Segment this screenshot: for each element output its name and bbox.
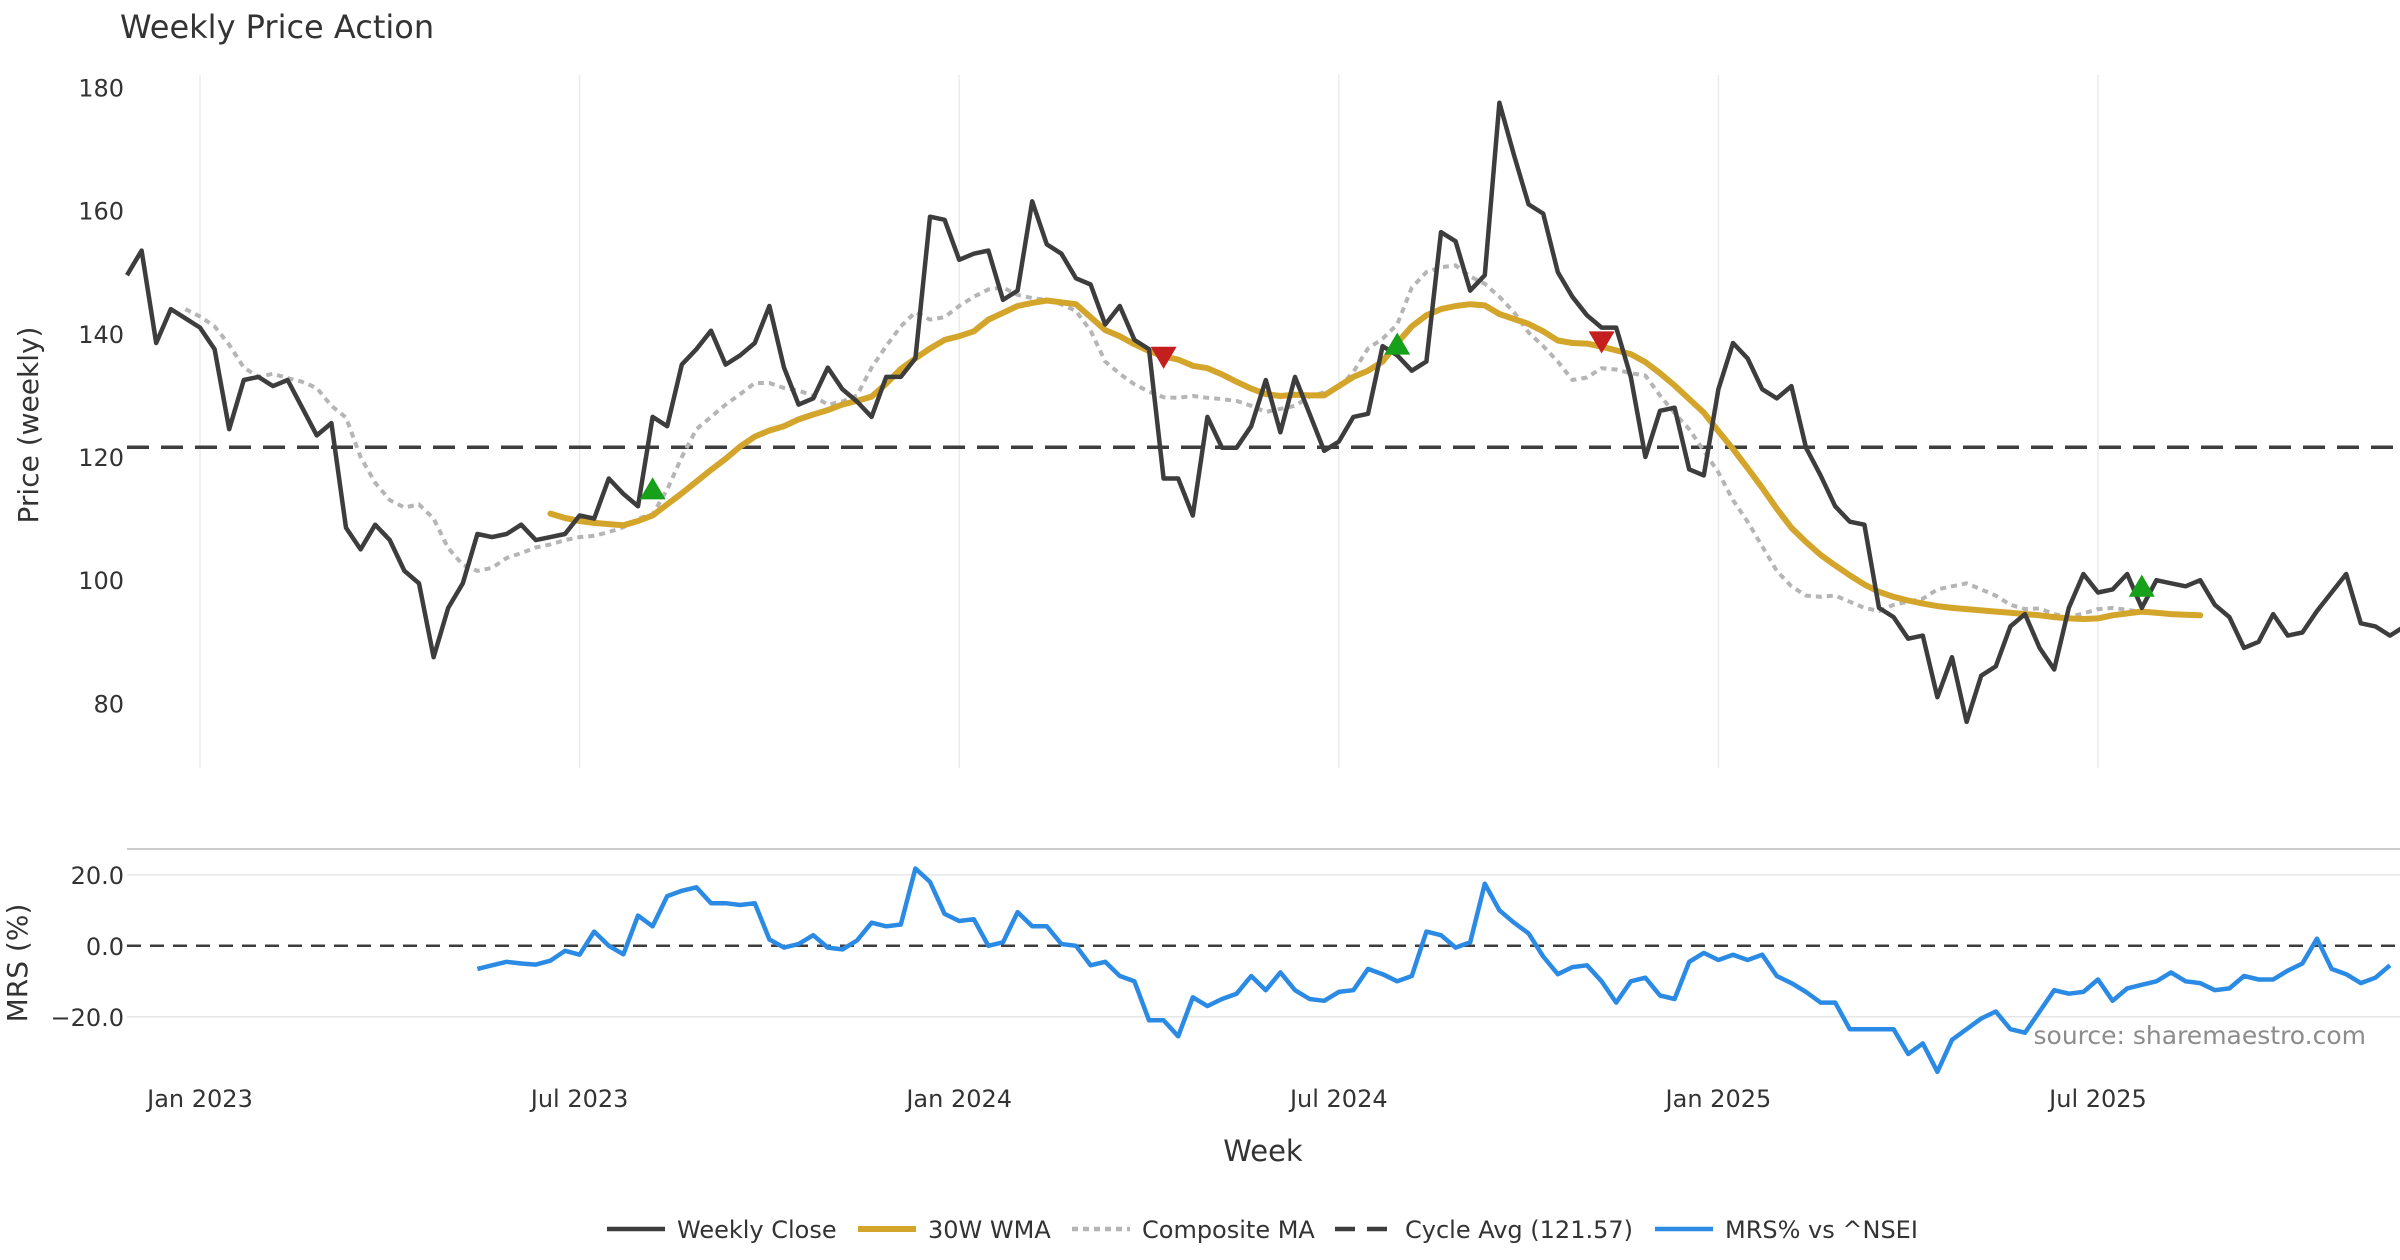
price-y-tick-label: 180 — [78, 74, 124, 102]
mrs-y-ticks: 20.0 0.0 −20.0 — [50, 862, 124, 1032]
price-y-tick-label: 80 — [93, 690, 124, 718]
sell-signal-marker — [1150, 346, 1177, 369]
legend-item: Weekly Close — [607, 1216, 837, 1244]
weekly-close-line — [125, 100, 2400, 725]
wma-30w-line — [547, 297, 2204, 622]
price-y-tick-label: 160 — [78, 198, 124, 226]
composite-ma-line — [184, 263, 2157, 620]
x-tick-labels: Jan 2023 Jul 2023 Jan 2024 Jul 2024 Jan 2025… — [145, 1085, 2147, 1113]
mrs-y-tick-label: 20.0 — [71, 862, 124, 890]
x-tick-label: Jan 2023 — [145, 1085, 253, 1113]
sell-signal-marker — [1588, 331, 1615, 354]
price-y-tick-label: 140 — [78, 321, 124, 349]
legend-label: MRS% vs ^NSEI — [1725, 1216, 1918, 1244]
mrs-y-axis-label: MRS (%) — [1, 904, 34, 1023]
legend-label: Weekly Close — [677, 1216, 837, 1244]
x-axis-label: Week — [1223, 1134, 1303, 1168]
mrs-y-tick-label: −20.0 — [50, 1004, 124, 1032]
legend-label: Cycle Avg (121.57) — [1405, 1216, 1633, 1244]
mrs-y-tick-label: 0.0 — [86, 933, 124, 961]
legend-item: MRS% vs ^NSEI — [1655, 1216, 1918, 1244]
source-annotation: source: sharemaestro.com — [2034, 1021, 2367, 1050]
price-panel: 80 100 120 140 160 180 Price (weekly) — [12, 74, 2400, 768]
mrs-panel: 20.0 0.0 −20.0 MRS (%) source: sharemaestr… — [1, 848, 2400, 1075]
x-tick-label: Jan 2024 — [904, 1085, 1012, 1113]
buy-signal-marker — [1384, 332, 1411, 355]
buy-signal-marker — [639, 477, 666, 500]
mrs-y-gridlines — [127, 874, 2400, 1018]
price-y-axis-label: Price (weekly) — [12, 327, 45, 524]
legend-item: Composite MA — [1072, 1216, 1315, 1244]
price-x-gridlines — [199, 75, 2099, 768]
chart-title: Weekly Price Action — [120, 8, 434, 46]
legend-label: 30W WMA — [928, 1216, 1051, 1244]
x-tick-label: Jan 2025 — [1664, 1085, 1772, 1113]
price-y-tick-label: 120 — [78, 444, 124, 472]
x-tick-label: Jul 2023 — [529, 1085, 629, 1113]
signal-markers — [639, 331, 2155, 597]
legend-label: Composite MA — [1142, 1216, 1315, 1244]
buy-signal-marker — [2128, 574, 2155, 597]
legend: Weekly Close 30W WMA Composite MA Cycle Avg… — [607, 1216, 1918, 1244]
price-y-ticks: 80 100 120 140 160 180 — [78, 74, 124, 718]
legend-item: Cycle Avg (121.57) — [1335, 1216, 1633, 1244]
x-tick-label: Jul 2025 — [2047, 1085, 2147, 1113]
mrs-line — [476, 866, 2392, 1075]
price-y-tick-label: 100 — [78, 567, 124, 595]
legend-item: 30W WMA — [858, 1216, 1051, 1244]
x-tick-label: Jul 2024 — [1288, 1085, 1388, 1113]
